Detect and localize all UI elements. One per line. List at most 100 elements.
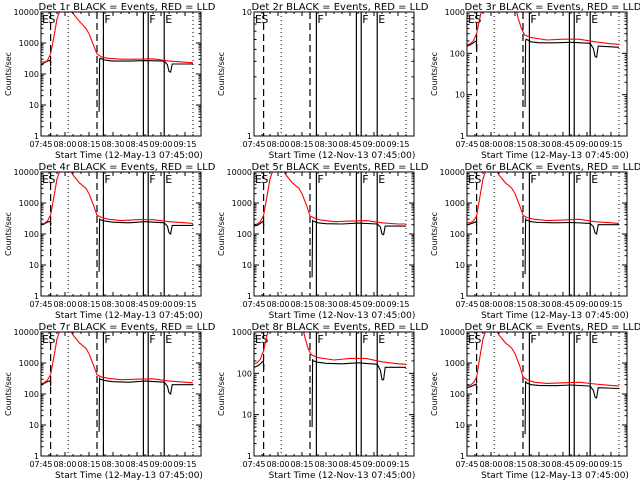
y-axis-label: Counts/sec: [4, 52, 13, 96]
x-tick-label: 08:45: [551, 140, 574, 149]
phase-annotation: F: [149, 173, 155, 186]
y-tick-label: 10000: [440, 328, 465, 337]
x-tick-label: 08:00: [479, 460, 502, 469]
x-tick-label: 09:00: [362, 140, 385, 149]
phase-annotation: E: [378, 333, 385, 346]
x-tick-label: 09:15: [599, 460, 622, 469]
chart-title: Det 2r BLACK = Events, RED = LLD: [252, 2, 429, 13]
phase-annotation: F: [104, 13, 110, 26]
y-tick-label: 100: [450, 390, 465, 399]
series-line-lld: [41, 172, 194, 224]
series-line-events: [41, 218, 193, 272]
series-group: [254, 332, 407, 428]
series-group: [41, 12, 194, 112]
chart-title: Det 6r BLACK = Events, RED = LLD: [465, 162, 640, 173]
x-tick-label: 09:00: [575, 300, 598, 309]
x-tick-label: 08:15: [503, 140, 526, 149]
x-axis-label: Start Time (12-May-13 07:45:00): [481, 151, 629, 161]
chart-title: Det 5r BLACK = Events, RED = LLD: [252, 162, 429, 173]
x-tick-label: 08:15: [77, 460, 100, 469]
x-tick-label: 08:30: [314, 300, 337, 309]
y-tick-label: 1: [247, 132, 252, 141]
phase-annotation: E: [165, 13, 172, 26]
x-tick-label: 08:45: [125, 300, 148, 309]
x-tick-label: 08:15: [77, 300, 100, 309]
chart-title: Det 3r BLACK = Events, RED = LLD: [465, 2, 640, 13]
y-tick-label: 1000: [445, 359, 465, 368]
x-axis-label: Start Time (12-Nov-13 07:45:00): [269, 151, 416, 161]
x-tick-label: 08:30: [101, 300, 124, 309]
phase-annotation: F: [530, 13, 536, 26]
series-line-events: [41, 376, 193, 432]
x-tick-label: 08:45: [338, 140, 361, 149]
series-line-events: [254, 219, 406, 278]
phase-annotation: F: [317, 173, 323, 186]
series-line-lld: [41, 12, 194, 64]
phase-annotation: F: [104, 333, 110, 346]
y-axis-label: Counts/sec: [4, 212, 13, 256]
x-tick-label: 07:45: [29, 140, 52, 149]
x-tick-label: 09:00: [149, 140, 172, 149]
x-tick-label: 09:00: [575, 140, 598, 149]
y-tick-label: 10: [455, 91, 465, 100]
x-tick-label: 09:00: [149, 460, 172, 469]
phase-annotation: S: [474, 173, 481, 186]
plot-frame: [40, 171, 202, 297]
x-tick-label: 07:45: [29, 300, 52, 309]
y-tick-label: 100: [24, 390, 39, 399]
x-tick-label: 09:00: [575, 460, 598, 469]
phase-annotation: S: [261, 173, 268, 186]
x-axis-label: Start Time (12-May-13 07:45:00): [55, 311, 203, 321]
series-group: [41, 332, 194, 432]
y-axis-label: Counts/sec: [217, 212, 226, 256]
x-tick-label: 09:15: [599, 300, 622, 309]
series-line-lld: [467, 12, 620, 46]
x-tick-label: 09:00: [149, 300, 172, 309]
phase-annotation: E: [255, 13, 262, 26]
x-tick-label: 08:45: [125, 460, 148, 469]
series-line-lld: [467, 172, 620, 224]
series-line-events: [467, 380, 620, 435]
x-tick-label: 08:15: [503, 300, 526, 309]
x-tick-label: 08:00: [53, 140, 76, 149]
phase-annotation: S: [48, 333, 55, 346]
x-tick-label: 09:15: [386, 300, 409, 309]
phase-annotation: F: [575, 13, 581, 26]
x-tick-label: 07:45: [455, 140, 478, 149]
phase-annotation: E: [591, 173, 598, 186]
x-tick-label: 08:30: [101, 460, 124, 469]
y-tick-label: 100: [24, 70, 39, 79]
phase-annotation: S: [48, 173, 55, 186]
x-tick-label: 08:00: [479, 140, 502, 149]
series-group: [41, 172, 194, 272]
phase-annotation: F: [575, 333, 581, 346]
phase-annotation: E: [591, 333, 598, 346]
chart-title: Det 4r BLACK = Events, RED = LLD: [39, 162, 216, 173]
x-tick-label: 08:30: [101, 140, 124, 149]
y-tick-label: 1: [247, 292, 252, 301]
y-tick-label: 100: [450, 49, 465, 58]
x-tick-label: 09:15: [386, 140, 409, 149]
y-tick-label: 100: [24, 230, 39, 239]
y-tick-label: 10000: [14, 8, 39, 17]
y-tick-label: 1000: [19, 199, 39, 208]
chart-title: Det 1r BLACK = Events, RED = LLD: [39, 2, 216, 13]
series-line-lld: [254, 172, 406, 226]
phase-annotation: S: [48, 13, 55, 26]
phase-annotation: F: [317, 333, 323, 346]
y-tick-label: 1000: [19, 39, 39, 48]
x-tick-label: 09:15: [599, 140, 622, 149]
x-tick-label: 09:00: [362, 460, 385, 469]
x-tick-label: 09:00: [362, 300, 385, 309]
plot-frame: [40, 331, 202, 457]
phase-annotation: F: [530, 173, 536, 186]
x-tick-label: 07:45: [242, 460, 265, 469]
y-tick-label: 100: [237, 369, 252, 378]
y-tick-label: 10: [29, 421, 39, 430]
